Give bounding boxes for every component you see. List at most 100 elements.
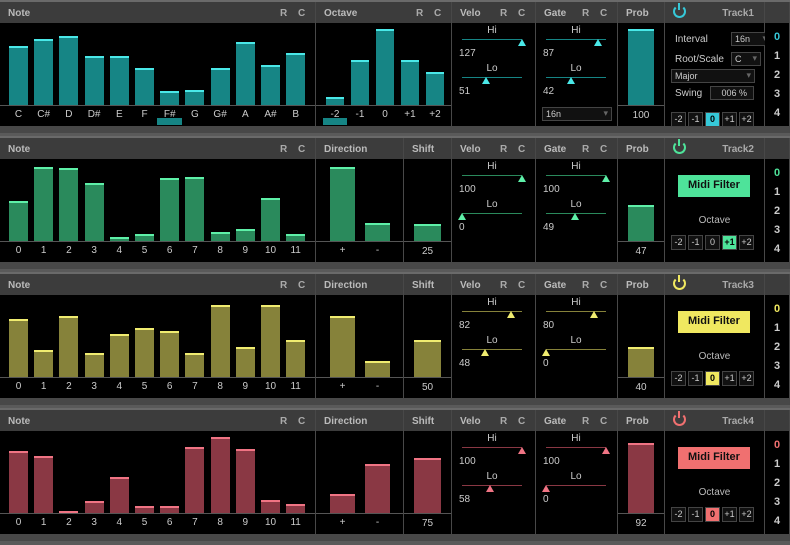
octave-button-+1[interactable]: +1 (722, 112, 737, 127)
index-number-2[interactable]: 2 (773, 341, 781, 353)
octave-button--2[interactable]: -2 (671, 507, 686, 522)
octave-bar[interactable] (376, 29, 394, 105)
index-number-4[interactable]: 4 (773, 243, 781, 255)
note-bar[interactable] (160, 90, 180, 105)
gate-hi-slider[interactable] (546, 311, 606, 312)
gate-lo-handle[interactable] (542, 485, 550, 492)
octave-bar[interactable] (426, 72, 444, 105)
octave-button--2[interactable]: -2 (671, 371, 686, 386)
note-bar[interactable] (59, 510, 79, 513)
gate-hi-slider[interactable] (546, 175, 606, 176)
note-bar[interactable] (261, 304, 280, 377)
randomize-button[interactable]: R (280, 280, 288, 291)
swing-field[interactable]: 006 % (710, 86, 754, 100)
velo-hi-slider[interactable] (462, 447, 522, 448)
note-bar[interactable] (34, 350, 54, 377)
note-bar[interactable] (210, 304, 230, 377)
clear-button[interactable]: C (298, 280, 306, 291)
index-number-3[interactable]: 3 (773, 360, 781, 372)
gate-lo-slider[interactable] (546, 349, 606, 350)
clear-button[interactable]: C (298, 8, 306, 19)
clear-button[interactable]: C (518, 8, 526, 19)
gate-hi-handle[interactable] (602, 447, 610, 454)
octave-button-+2[interactable]: +2 (739, 112, 754, 127)
prob-bar[interactable] (628, 29, 654, 105)
velo-lo-slider[interactable] (462, 213, 522, 214)
power-icon[interactable] (673, 139, 686, 154)
randomize-button[interactable]: R (500, 280, 508, 291)
note-bar[interactable] (160, 177, 180, 241)
gate-lo-handle[interactable] (571, 213, 580, 220)
index-number-0[interactable]: 0 (773, 439, 781, 451)
velo-lo-handle[interactable] (480, 349, 489, 356)
note-bar[interactable] (286, 339, 306, 377)
octave-button-0[interactable]: 0 (705, 235, 720, 250)
note-bar[interactable] (185, 446, 205, 513)
midi-filter-button[interactable]: Midi Filter (678, 447, 750, 469)
note-bar[interactable] (135, 67, 154, 105)
index-number-1[interactable]: 1 (773, 186, 781, 198)
octave-button--2[interactable]: -2 (671, 112, 686, 127)
randomize-button[interactable]: R (280, 8, 288, 19)
index-number-2[interactable]: 2 (773, 69, 781, 81)
note-bar[interactable] (84, 183, 104, 241)
octave-button-+1[interactable]: +1 (722, 235, 737, 250)
gate-hi-handle[interactable] (594, 39, 603, 46)
prob-bar[interactable] (628, 205, 654, 241)
note-bar[interactable] (34, 167, 54, 241)
note-bar[interactable] (109, 476, 129, 513)
randomize-button[interactable]: R (280, 416, 288, 427)
velo-lo-handle[interactable] (482, 77, 490, 84)
note-bar[interactable] (185, 177, 205, 241)
randomize-button[interactable]: R (416, 8, 424, 19)
clear-button[interactable]: C (298, 416, 306, 427)
gate-hi-handle[interactable] (590, 311, 598, 318)
prob-bar[interactable] (628, 346, 654, 377)
clear-button[interactable]: C (298, 144, 306, 155)
gate-lo-slider[interactable] (546, 485, 606, 486)
randomize-button[interactable]: R (582, 8, 590, 19)
note-bar[interactable] (160, 506, 180, 513)
randomize-button[interactable]: R (500, 416, 508, 427)
index-number-1[interactable]: 1 (773, 322, 781, 334)
octave-bar[interactable] (401, 60, 419, 105)
index-number-0[interactable]: 0 (773, 167, 781, 179)
direction-bar[interactable] (330, 494, 355, 513)
index-number-4[interactable]: 4 (773, 107, 781, 119)
shift-bar[interactable] (414, 339, 441, 377)
note-bar[interactable] (235, 449, 255, 513)
index-number-1[interactable]: 1 (773, 458, 781, 470)
randomize-button[interactable]: R (500, 8, 508, 19)
index-number-2[interactable]: 2 (773, 205, 781, 217)
note-bar[interactable] (235, 347, 255, 377)
note-bar[interactable] (34, 38, 54, 105)
velo-hi-handle[interactable] (518, 39, 526, 46)
clear-button[interactable]: C (600, 144, 608, 155)
index-number-2[interactable]: 2 (773, 477, 781, 489)
note-bar[interactable] (185, 352, 205, 377)
note-bar[interactable] (109, 237, 129, 241)
velo-lo-slider[interactable] (462, 77, 522, 78)
octave-button--1[interactable]: -1 (688, 235, 703, 250)
power-icon[interactable] (673, 411, 686, 426)
octave-bar[interactable] (326, 97, 344, 105)
octave-button-0[interactable]: 0 (705, 507, 720, 522)
index-number-3[interactable]: 3 (773, 496, 781, 508)
note-bar[interactable] (286, 234, 306, 241)
clear-button[interactable]: C (518, 144, 526, 155)
note-bar[interactable] (210, 67, 230, 105)
note-bar[interactable] (261, 500, 280, 513)
interval-dropdown[interactable]: 16n (731, 32, 771, 46)
gate-hi-slider[interactable] (546, 447, 606, 448)
note-bar[interactable] (235, 228, 255, 241)
note-bar[interactable] (210, 437, 230, 513)
randomize-button[interactable]: R (500, 144, 508, 155)
note-bar[interactable] (84, 352, 104, 377)
gate-interval-dropdown[interactable]: 16n (542, 107, 612, 121)
octave-bar[interactable] (351, 60, 369, 105)
gate-lo-slider[interactable] (546, 77, 606, 78)
clear-button[interactable]: C (518, 416, 526, 427)
note-bar[interactable] (9, 201, 28, 241)
velo-lo-handle[interactable] (458, 213, 466, 220)
note-bar[interactable] (135, 328, 154, 377)
